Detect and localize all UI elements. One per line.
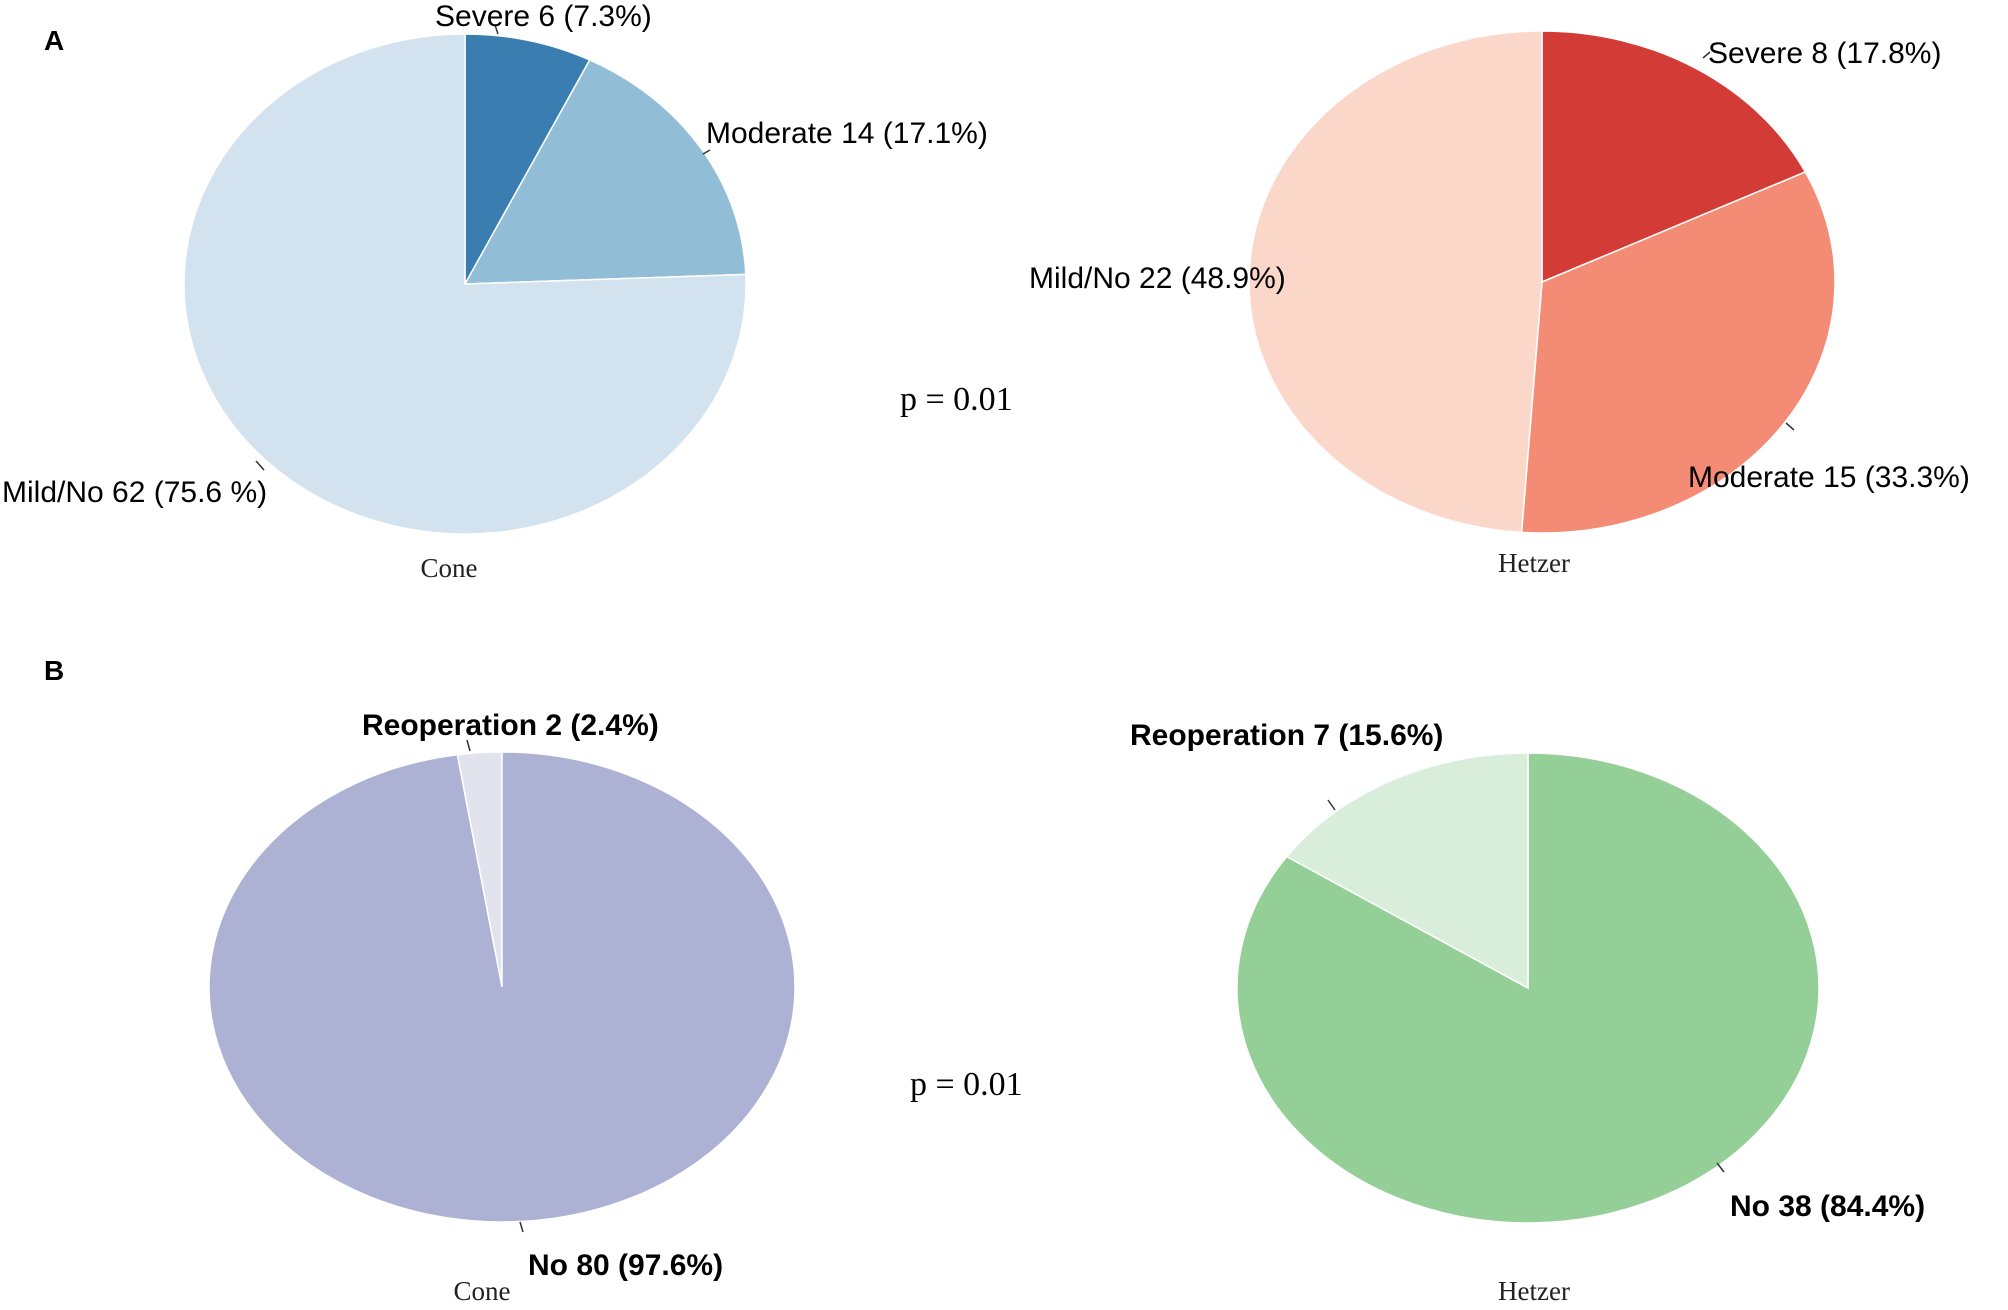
pie-slice <box>463 58 747 285</box>
pie-slice <box>208 751 796 1223</box>
leader-line <box>1327 799 1336 811</box>
pie-slice <box>1285 752 1529 990</box>
pie-slice <box>1541 30 1807 284</box>
panel-letter-b: B <box>44 655 64 686</box>
group-label-b-hetzer: Hetzer <box>1498 1276 1570 1306</box>
p-value-a: p = 0.01 <box>900 381 1013 418</box>
slice-label: Severe 8 (17.8%) <box>1708 37 1941 70</box>
slice-label: Moderate 15 (33.3%) <box>1688 461 1970 494</box>
pie-slice <box>1520 171 1836 534</box>
slice-label: Moderate 14 (17.1%) <box>706 117 988 150</box>
slice-label: Severe 6 (7.3%) <box>435 0 652 33</box>
slice-label: Mild/No 62 (75.6 %) <box>2 476 267 509</box>
panel-letter-a: A <box>44 25 64 56</box>
group-label-b-cone: Cone <box>454 1276 511 1306</box>
leader-line <box>1716 1162 1725 1173</box>
pie-slice <box>1248 30 1543 534</box>
slice-label: Mild/No 22 (48.9%) <box>1029 262 1286 295</box>
leader-line <box>702 149 711 155</box>
leader-line <box>1785 422 1795 431</box>
pie-chart-a-hetzer: Severe 8 (17.8%) Moderate 15 (33.3%) Mild/… <box>1029 30 1970 534</box>
pie-chart-a-cone: Severe 6 (7.3%) Moderate 14 (17.1%) Mild/N… <box>2 0 988 535</box>
leader-line <box>466 739 471 752</box>
slice-label: No 80 (97.6%) <box>528 1249 723 1282</box>
pie-slice <box>1236 752 1820 1224</box>
pie-chart-b-cone: Reoperation 2 (2.4%) No 80 (97.6%) <box>208 709 796 1282</box>
leader-line <box>494 24 499 35</box>
pie-chart-b-hetzer: No 38 (84.4%) Reoperation 7 (15.6%) <box>1130 719 1925 1224</box>
pie-slice <box>464 33 591 287</box>
slice-label: No 38 (84.4%) <box>1730 1190 1925 1223</box>
group-label-a-cone: Cone <box>421 553 478 583</box>
leader-line <box>519 1221 524 1233</box>
slice-label: Reoperation 2 (2.4%) <box>362 709 659 742</box>
leader-line <box>1702 51 1711 59</box>
pie-slice <box>183 33 747 535</box>
leader-line <box>255 460 265 471</box>
slice-label: Reoperation 7 (15.6%) <box>1130 719 1443 752</box>
group-label-a-hetzer: Hetzer <box>1498 548 1570 578</box>
p-value-b: p = 0.01 <box>910 1066 1023 1103</box>
